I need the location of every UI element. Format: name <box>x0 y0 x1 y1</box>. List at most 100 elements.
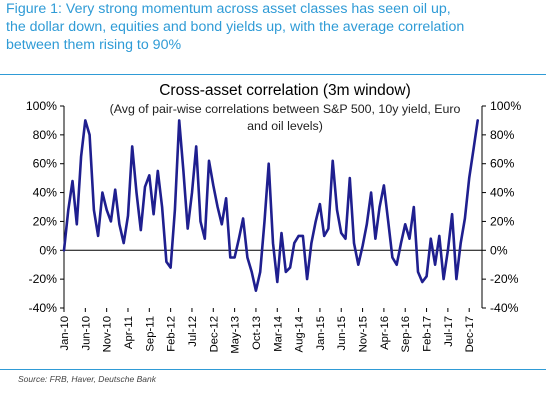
data-point <box>459 242 462 245</box>
source-note: Source: FRB, Haver, Deutsche Bank <box>18 374 156 384</box>
series-line <box>62 119 480 293</box>
data-point <box>93 209 95 211</box>
data-point <box>276 281 279 283</box>
data-point <box>195 145 198 148</box>
x-tick-label: Feb-12 <box>166 316 178 352</box>
data-point <box>272 242 274 245</box>
data-point <box>425 275 428 278</box>
x-tick-label: Sep-16 <box>400 316 412 352</box>
x-tick-label: Jan-10 <box>59 316 71 351</box>
data-point <box>135 191 138 194</box>
data-point <box>357 263 360 266</box>
data-point <box>476 119 479 122</box>
data-point <box>80 155 82 158</box>
data-point <box>429 237 432 240</box>
data-point <box>421 281 424 283</box>
data-point <box>220 223 223 226</box>
y-tick-label-right: 0% <box>490 243 508 257</box>
x-tick-label: Oct-13 <box>251 316 263 350</box>
data-point <box>71 180 74 182</box>
data-point <box>331 159 334 162</box>
data-point <box>97 235 99 237</box>
data-point <box>395 263 398 266</box>
x-tick-label: Jan-15 <box>315 316 327 351</box>
y-tick-label-left: 40% <box>33 186 58 200</box>
data-point <box>340 232 343 234</box>
data-point <box>464 217 466 220</box>
data-point <box>263 220 266 223</box>
y-tick-label-left: 100% <box>26 99 57 113</box>
data-point <box>131 145 134 148</box>
data-point <box>365 223 368 226</box>
data-point <box>378 206 381 208</box>
data-point <box>242 217 245 220</box>
y-tick-label-right: 40% <box>490 186 515 200</box>
data-point <box>391 256 394 259</box>
y-tick-label-right: 60% <box>490 157 515 171</box>
x-tick-label: Dec-12 <box>208 316 220 352</box>
data-point <box>63 249 65 252</box>
x-tick-label: Apr-11 <box>123 316 135 349</box>
data-point <box>101 191 104 194</box>
data-point <box>383 184 385 187</box>
data-point <box>174 209 176 211</box>
figure-header: Figure 1: Very strong momentum across as… <box>6 0 542 54</box>
series-layer <box>62 119 480 293</box>
y-tick-label-left: 0% <box>39 243 57 257</box>
y-tick-label-right: -40% <box>490 301 519 315</box>
data-point <box>255 289 257 292</box>
data-point <box>182 170 185 172</box>
data-point <box>118 223 121 226</box>
data-point <box>169 266 172 269</box>
data-point <box>191 191 193 194</box>
data-point <box>442 278 445 280</box>
y-tick-label-left: 80% <box>33 128 58 142</box>
y-tick-label-right: 80% <box>490 128 515 142</box>
data-point <box>374 237 377 240</box>
data-point <box>165 260 168 263</box>
data-point <box>110 220 112 223</box>
data-point <box>306 278 308 280</box>
chart-subtitle-line-1: (Avg of pair-wise correlations between S… <box>110 102 461 116</box>
data-point <box>139 229 142 232</box>
x-tick-label: Dec-17 <box>464 316 476 352</box>
chart-subtitle-line-2: and oil levels) <box>247 119 323 133</box>
data-point <box>417 271 419 273</box>
x-tick-label: Sep-11 <box>144 316 156 352</box>
data-point <box>208 159 210 162</box>
data-point <box>297 235 300 237</box>
data-point <box>370 191 372 194</box>
data-point <box>348 177 351 180</box>
data-point <box>216 206 219 208</box>
data-point <box>468 177 471 180</box>
data-point <box>238 237 240 240</box>
data-point <box>225 197 228 200</box>
caption-divider <box>0 74 546 75</box>
data-point <box>472 148 475 151</box>
data-point <box>212 184 215 187</box>
x-tick-label: May-13 <box>230 316 242 354</box>
y-tick-label-right: 100% <box>490 99 521 113</box>
data-point <box>293 242 296 245</box>
data-point <box>75 223 78 226</box>
x-tick-label: Apr-16 <box>379 316 391 350</box>
data-point <box>336 209 338 211</box>
data-point <box>408 237 411 240</box>
data-point <box>199 220 202 223</box>
data-point <box>280 232 283 234</box>
axes: -40% -40% -20% -20% 0% 0% 20% 20% 40% 40% 60% 60% 80… <box>26 99 522 354</box>
data-point <box>310 242 313 245</box>
data-point <box>455 278 458 280</box>
y-tick-label-left: -20% <box>29 272 58 286</box>
x-tick-label: Jul-17 <box>443 316 455 347</box>
data-point <box>246 256 249 259</box>
data-point <box>323 235 326 237</box>
data-point <box>114 188 117 191</box>
data-point <box>400 242 402 245</box>
data-point <box>404 223 407 226</box>
data-point <box>327 227 330 230</box>
data-point <box>302 235 304 237</box>
y-tick-label-left: -40% <box>29 301 58 315</box>
data-point <box>144 185 146 188</box>
data-point <box>259 271 262 273</box>
